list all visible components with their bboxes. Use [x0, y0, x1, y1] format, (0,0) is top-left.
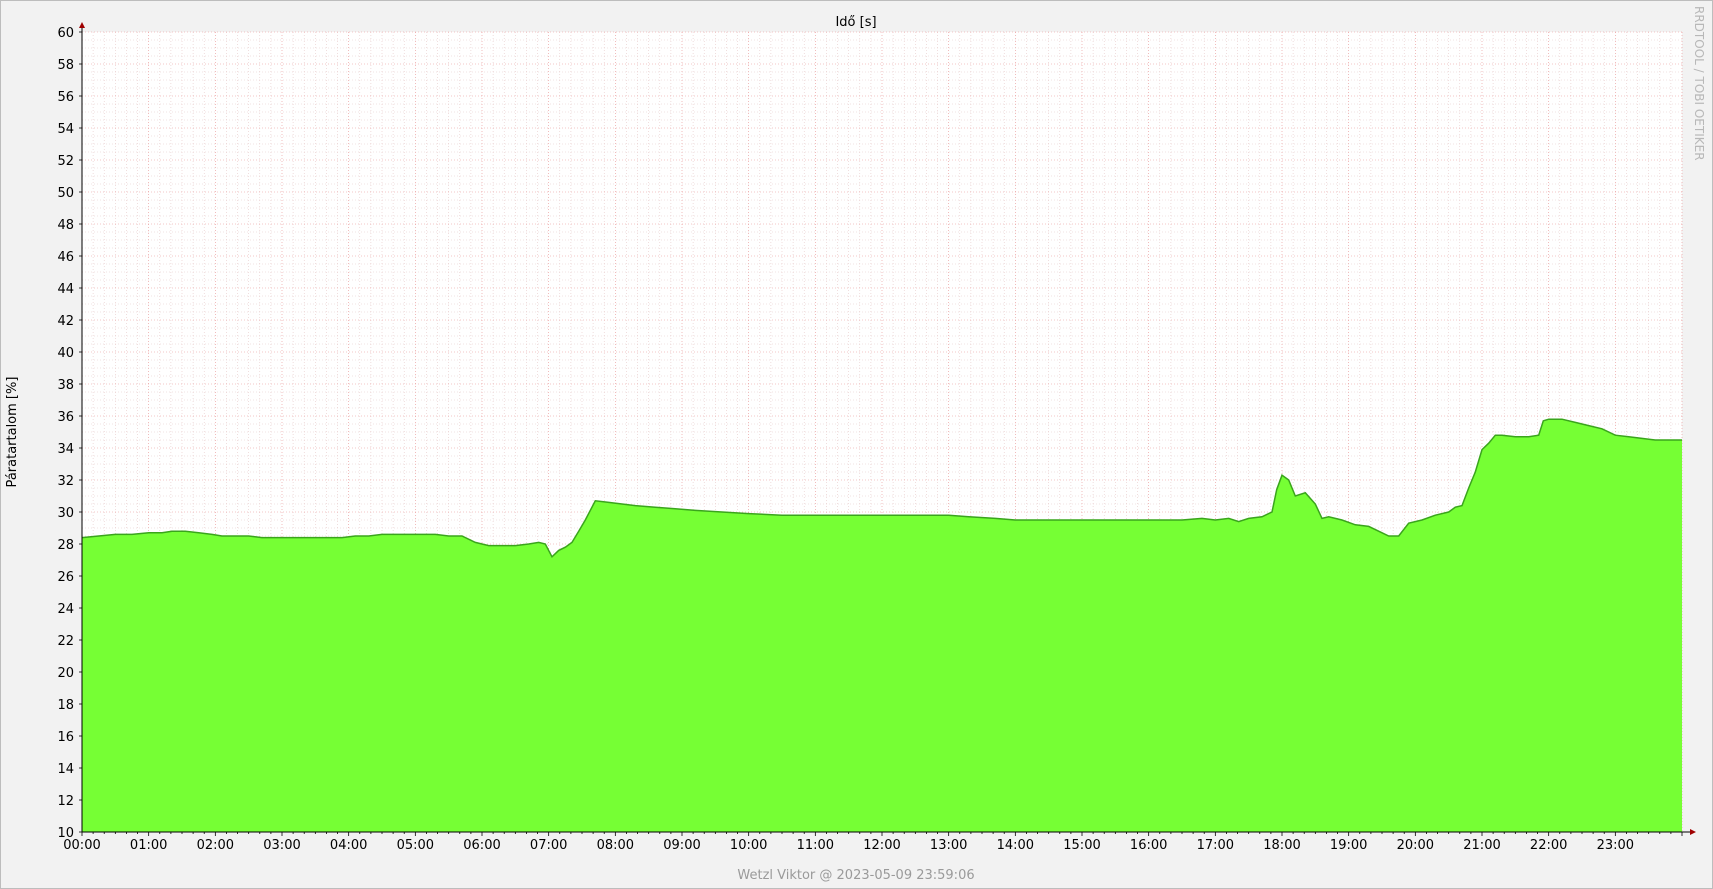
y-tick-label: 26: [57, 570, 74, 585]
y-tick-label: 28: [57, 538, 74, 553]
x-tick-label: 06:00: [463, 838, 500, 853]
y-tick-label: 12: [57, 794, 74, 809]
x-axis-arrow: [1690, 829, 1696, 835]
y-tick-label: 52: [57, 154, 74, 169]
y-tick-label: 20: [57, 666, 74, 681]
y-tick-label: 10: [57, 826, 74, 841]
x-tick-label: 08:00: [597, 838, 634, 853]
y-axis-label: Páratartalom [%]: [5, 377, 20, 488]
x-tick-label: 01:00: [130, 838, 167, 853]
x-tick-label: 14:00: [997, 838, 1034, 853]
chart-title: Idő [s]: [835, 15, 876, 30]
y-tick-label: 40: [57, 346, 74, 361]
x-tick-label: 16:00: [1130, 838, 1167, 853]
y-tick-label: 34: [57, 442, 74, 457]
x-tick-label: 19:00: [1330, 838, 1367, 853]
humidity-line: [81, 418, 1682, 559]
x-tick-labels: 00:00 01:00 02:00 03:00 04:00 05:00 06:00 07:00…: [63, 838, 1634, 853]
y-tick-label: 14: [57, 762, 74, 777]
x-tick-label: 07:00: [530, 838, 567, 853]
y-tick-label: 42: [57, 314, 74, 329]
x-tick-label: 03:00: [263, 838, 300, 853]
watermark: RRDTOOL / TOBI OETIKER: [1692, 6, 1706, 161]
y-tick-label: 38: [57, 378, 74, 393]
x-tick-label: 12:00: [863, 838, 900, 853]
x-tick-label: 23:00: [1597, 838, 1634, 853]
axes: [79, 22, 1696, 836]
y-tick-label: 48: [57, 218, 74, 233]
x-tick-label: 09:00: [663, 838, 700, 853]
x-tick-label: 04:00: [330, 838, 367, 853]
y-tick-label: 54: [57, 122, 74, 137]
y-tick-label: 50: [57, 186, 74, 201]
y-tick-label: 56: [57, 90, 74, 105]
y-tick-label: 36: [57, 410, 74, 425]
x-tick-label: 17:00: [1197, 838, 1234, 853]
y-axis-arrow: [79, 22, 85, 28]
humidity-area: [82, 419, 1682, 832]
y-tick-labels: 10 12 14 16 18 20 22 24 26 28 30 32 34 36 38 40 42 44 46 48…: [57, 26, 74, 841]
y-tick-label: 46: [57, 250, 74, 265]
x-tick-label: 15:00: [1063, 838, 1100, 853]
y-tick-label: 58: [57, 58, 74, 73]
footer-credit: Wetzl Viktor @ 2023-05-09 23:59:06: [737, 868, 974, 883]
y-tick-label: 22: [57, 634, 74, 649]
y-tick-label: 18: [57, 698, 74, 713]
y-tick-label: 16: [57, 730, 74, 745]
x-tick-label: 05:00: [397, 838, 434, 853]
y-tick-label: 24: [57, 602, 74, 617]
x-tick-label: 18:00: [1263, 838, 1300, 853]
x-tick-label: 21:00: [1463, 838, 1500, 853]
x-tick-label: 00:00: [63, 838, 100, 853]
x-tick-label: 22:00: [1530, 838, 1567, 853]
y-tick-label: 44: [57, 282, 74, 297]
y-tick-label: 32: [57, 474, 74, 489]
x-tick-label: 02:00: [197, 838, 234, 853]
x-tick-label: 13:00: [930, 838, 967, 853]
x-tick-label: 10:00: [730, 838, 767, 853]
x-tick-label: 11:00: [797, 838, 834, 853]
y-tick-label: 60: [57, 26, 74, 41]
y-tick-label: 30: [57, 506, 74, 521]
x-tick-label: 20:00: [1397, 838, 1434, 853]
